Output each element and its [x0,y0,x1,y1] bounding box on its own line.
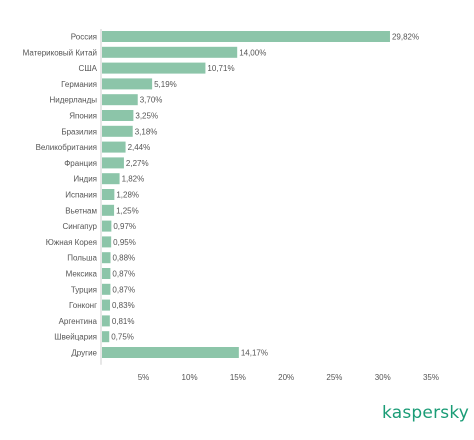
category-label: Материковый Китай [23,48,97,57]
category-label: Индия [73,175,97,184]
category-label: США [79,64,98,73]
bar [102,157,124,169]
category-label: Бразилия [61,127,97,136]
value-label: 1,28% [116,191,139,200]
value-label: 0,87% [112,270,135,279]
value-label: 1,25% [116,206,139,215]
value-label: 0,75% [111,333,134,342]
value-label: 0,88% [112,254,135,263]
bar [102,94,138,106]
bar [102,62,206,74]
x-tick-label: 25% [326,373,342,382]
category-label: Гонконг [69,301,97,310]
bar [102,299,111,311]
bar [102,173,120,185]
category-label: Япония [69,112,97,121]
bar [102,189,115,200]
category-label: Другие [71,349,97,358]
value-label: 0,81% [112,317,135,326]
category-label: Вьетнам [65,206,97,215]
value-label: 3,70% [140,96,163,105]
category-label: Франция [64,159,97,168]
category-label: Южная Корея [46,238,97,247]
value-label: 0,97% [113,222,136,231]
bar [102,252,111,264]
kaspersky-logo: kaspersky [382,403,470,423]
category-label: Испания [65,191,97,200]
category-label: Россия [71,33,97,42]
value-label: 2,27% [126,159,149,168]
category-label: Мексика [66,270,98,279]
x-tick-label: 35% [423,373,439,382]
value-label: 29,82% [392,33,419,42]
bar [102,315,110,327]
category-label: Германия [61,80,97,89]
category-label: Швейцария [54,333,97,342]
bar [102,331,110,343]
value-label: 0,87% [112,285,135,294]
category-label: Польша [67,254,97,263]
value-label: 3,25% [135,112,158,121]
bar [102,220,112,232]
x-tick-label: 10% [182,373,198,382]
x-tick-label: 30% [375,373,391,382]
category-label: Аргентина [59,317,98,326]
value-label: 0,95% [113,238,136,247]
category-label: Великобритания [36,143,97,152]
bar [102,141,126,153]
value-label: 3,18% [135,127,158,136]
bar [102,347,239,358]
x-tick-label: 20% [278,373,294,382]
bar [102,110,134,121]
category-label: Турция [71,285,97,294]
value-label: 14,00% [239,48,266,57]
value-label: 0,83% [112,301,135,310]
bar [102,204,115,216]
bar [102,283,111,295]
bar [102,268,111,279]
bar [102,236,112,248]
value-label: 2,44% [128,143,151,152]
category-label: Нидерланды [50,96,98,105]
value-label: 10,71% [207,64,234,73]
value-label: 1,82% [122,175,145,184]
bar [102,46,238,58]
bar-chart: Россия 29,82% Материковый Китай 14,00% США 10… [23,29,439,382]
value-label: 14,17% [241,349,268,358]
category-label: Сингапур [62,222,97,231]
bar [102,31,390,42]
x-tick-label: 15% [230,373,246,382]
x-tick-label: 5% [138,373,150,382]
bar [102,125,133,137]
bar [102,78,153,90]
value-label: 5,19% [154,80,177,89]
